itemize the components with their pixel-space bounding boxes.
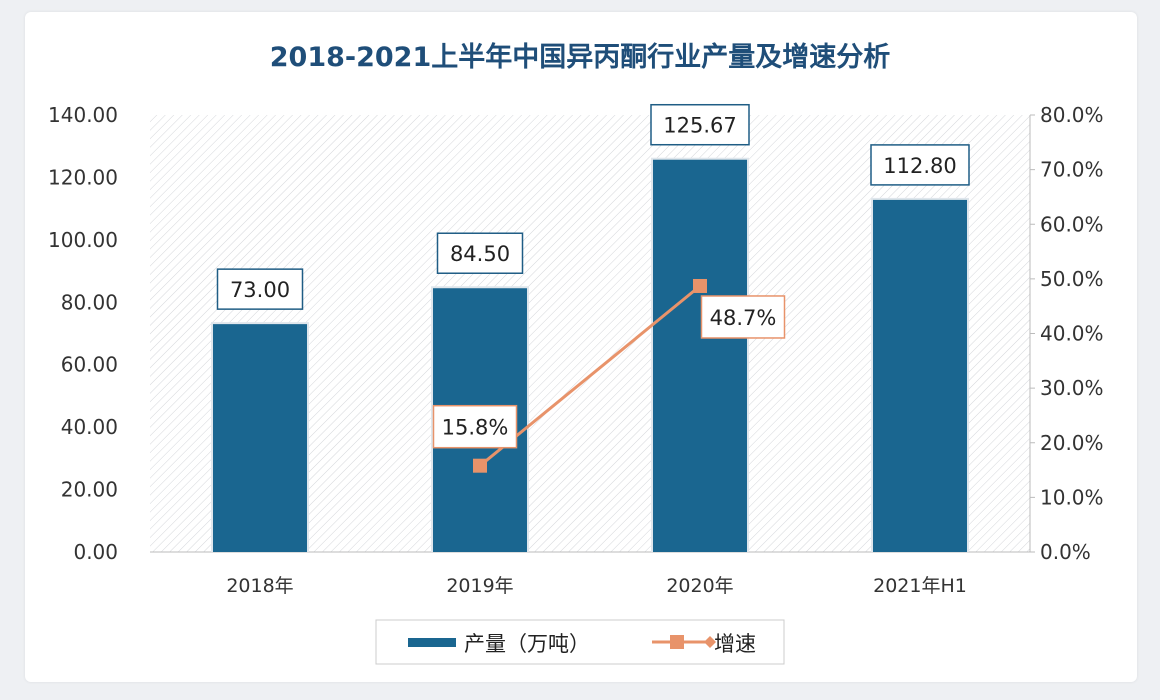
left-tick-label: 40.00	[61, 415, 118, 439]
bar-label-box	[650, 103, 750, 146]
bar-label-box	[870, 144, 970, 186]
bar-value-label: 73.00	[230, 278, 290, 302]
bar-value-label: 125.67	[663, 114, 736, 138]
bar-value-label: 112.80	[883, 154, 956, 178]
left-tick-label: 120.00	[48, 165, 118, 189]
category-label: 2019年	[446, 575, 513, 597]
legend-square-marker	[670, 635, 684, 649]
growth-label-box	[432, 404, 518, 449]
category-label: 2020年	[666, 575, 733, 597]
right-tick-label: 60.0%	[1040, 212, 1104, 236]
left-tick-label: 0.00	[73, 540, 118, 564]
growth-label-box	[700, 295, 786, 339]
growth-marker	[473, 458, 487, 473]
left-tick-label: 20.00	[61, 478, 118, 502]
legend-bar-swatch	[408, 638, 456, 647]
left-tick-label: 60.00	[61, 353, 118, 377]
category-label: 2018年	[226, 575, 293, 597]
bar-value-label: 84.50	[450, 242, 510, 266]
left-tick-label: 100.00	[48, 228, 118, 252]
legend-line-label: 增速	[714, 632, 756, 656]
chart-title: 2018-2021上半年中国异丙酮行业产量及增速分析	[270, 41, 891, 73]
legend-bar-label: 产量（万吨）	[464, 632, 590, 656]
right-tick-label: 40.0%	[1040, 322, 1104, 346]
bar	[213, 324, 307, 552]
right-tick-label: 80.0%	[1040, 103, 1104, 127]
left-tick-label: 80.00	[61, 290, 118, 314]
bar-label-box	[436, 232, 524, 274]
bar	[873, 199, 967, 552]
right-tick-label: 30.0%	[1040, 376, 1104, 400]
right-tick-label: 50.0%	[1040, 267, 1104, 291]
left-tick-label: 140.00	[48, 103, 118, 127]
right-tick-label: 10.0%	[1040, 485, 1104, 509]
growth-value-label: 15.8%	[442, 416, 509, 440]
growth-value-label: 48.7%	[710, 306, 777, 330]
right-tick-label: 20.0%	[1040, 431, 1104, 455]
legend-diamond-marker	[704, 636, 716, 648]
right-tick-label: 0.0%	[1040, 540, 1091, 564]
growth-marker	[693, 278, 707, 293]
right-tick-label: 70.0%	[1040, 158, 1104, 182]
bar	[653, 159, 747, 552]
category-label: 2021年H1	[873, 575, 967, 597]
bar-label-box	[216, 268, 304, 310]
